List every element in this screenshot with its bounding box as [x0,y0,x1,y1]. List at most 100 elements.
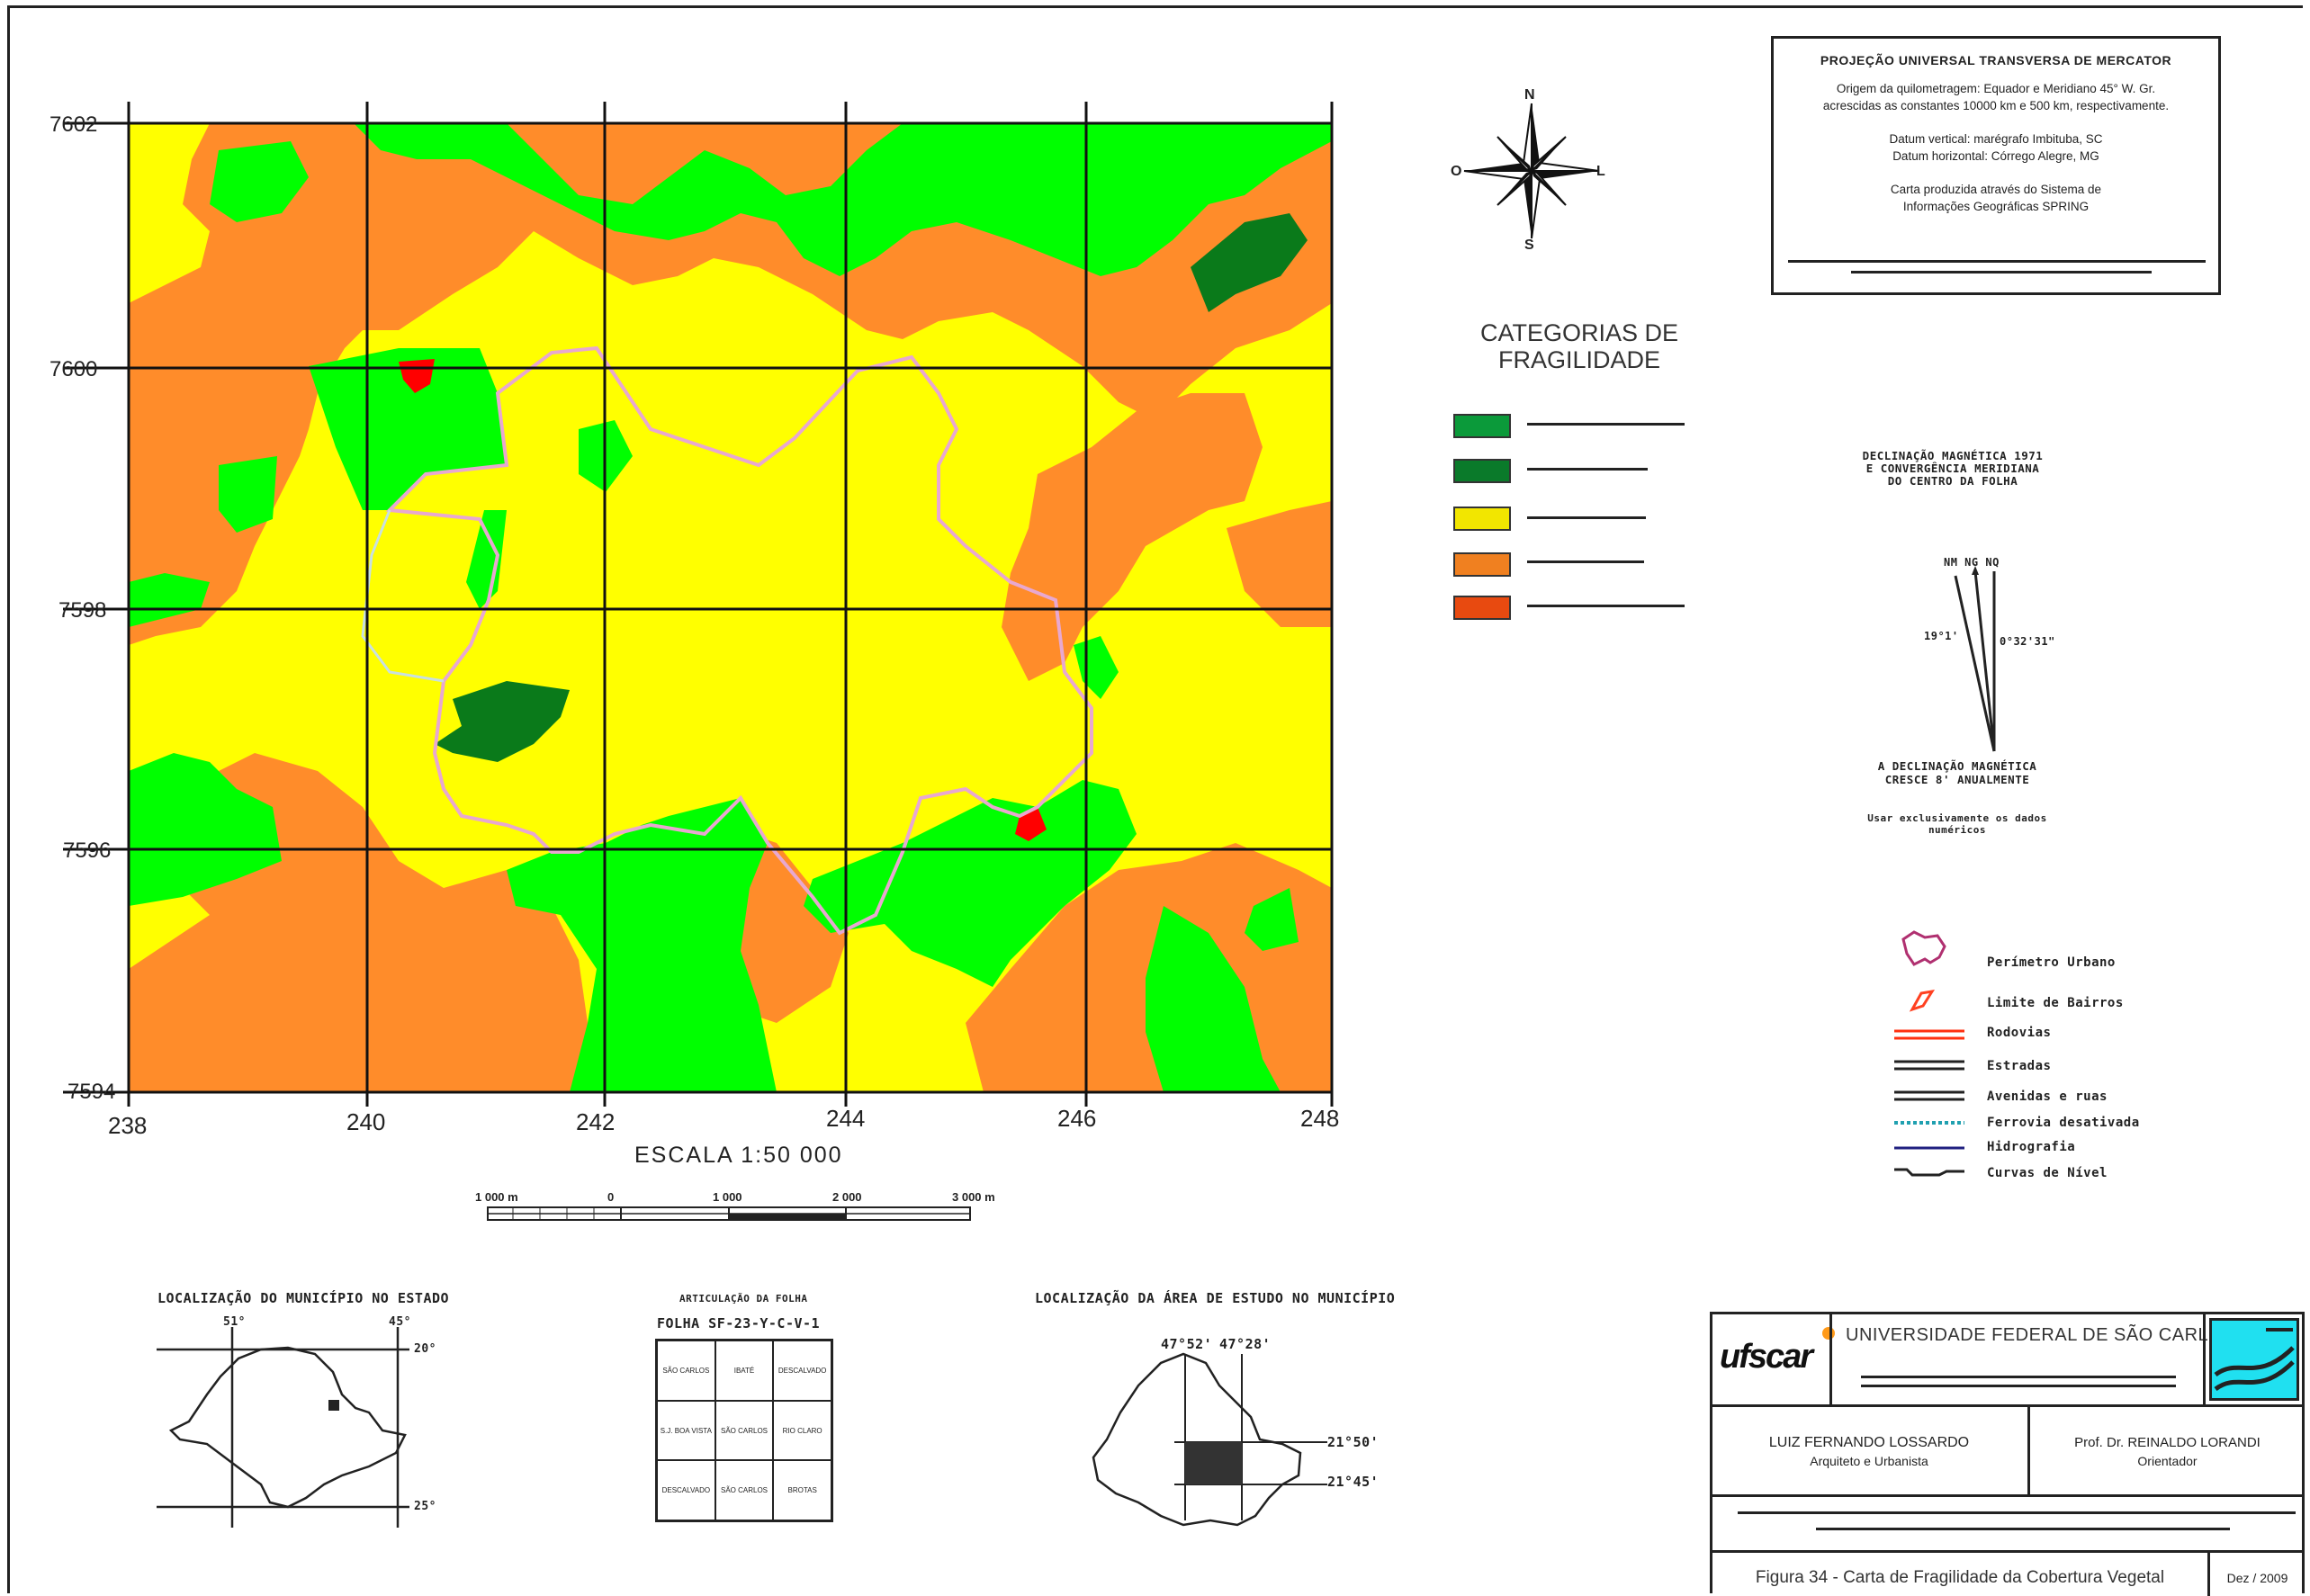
grid-label-x: 244 [826,1105,866,1132]
legend-line [1527,560,1644,563]
scale-tick: 0 [607,1190,615,1204]
high-veg-area-south-center [507,798,777,1092]
urban-perimeter-line [385,345,1093,936]
author-role: Arquiteto e Urbanista [1810,1454,1928,1468]
compass-west-label: O [1451,164,1462,179]
projection-info-box: PROJEÇÃO UNIVERSAL TRANSVERSA DE MERCATO… [1771,36,2221,295]
convention-avenues: Avenidas e ruas [1987,1089,2108,1104]
study-area-inset-map [1092,1352,1327,1527]
grid-label-y: 7602 [49,112,98,137]
state-inset-map [157,1327,409,1528]
main-map [63,102,1334,1107]
sheet-cell-current: SÃO CARLOS [715,1400,774,1461]
projection-constants: acrescidas as constantes 10000 km e 500 … [1822,99,2170,112]
sheet-cell: RIO CLARO [773,1400,831,1461]
sheet-inset-title: ARTICULAÇÃO DA FOLHA [679,1293,808,1305]
scale-title: ESCALA 1:50 000 [634,1143,843,1168]
convention-roads: Estradas [1987,1059,2052,1073]
sheet-cell: DESCALVADO [773,1340,831,1401]
sheet-cell: DESCALVADO [657,1460,715,1520]
high-veg-area-mid2 [466,510,507,609]
author-name: LUIZ FERNANDO LOSSARDO [1768,1435,1970,1450]
projection-title: PROJEÇÃO UNIVERSAL TRANSVERSA DE MERCATO… [1820,53,2172,67]
grid-label-x: 238 [108,1112,148,1139]
high-veg-area-southeast-2 [1146,906,1281,1092]
sheet-cell: S.J. BOA VISTA [657,1400,715,1461]
categories-title: CATEGORIAS DE FRAGILIDADE [1479,319,1679,373]
divider [1851,271,2152,273]
legend-line [1527,605,1685,607]
high-veg-area-southwest [129,753,282,906]
high-veg-area-east-small [1245,888,1299,951]
scale-tick: 3 000 m [952,1190,995,1204]
scale-tick: 1 000 [713,1190,742,1204]
advisor-name: Prof. Dr. REINALDO LORANDI [2074,1435,2261,1450]
legend-line [1527,423,1685,426]
title-block: ufscar UNIVERSIDADE FEDERAL DE SÃO CARLO… [1710,1312,2305,1596]
legend-swatch-medium [1453,507,1511,531]
declination-note: A DECLINAÇÃO MAGNÉTICA CRESCE 8' ANUALME… [1877,759,2037,786]
projection-origin: Origem da quilometragem: Equador e Merid… [1836,82,2156,95]
orange-area-far-east [1227,501,1332,627]
compass-north-label: N [1524,87,1535,103]
convention-urban-perimeter: Perímetro Urbano [1987,955,2116,970]
scale-tick: 2 000 [832,1190,862,1204]
legend-swatch-very-high [1453,596,1511,620]
area-lon-label: 47°52' [1161,1336,1213,1352]
legend-swatch-low [1453,459,1511,483]
declination-left-angle: 19°1' [1924,630,1959,642]
sheet-id: FOLHA SF-23-Y-C-V-1 [657,1315,821,1331]
state-outline [168,1346,407,1509]
convention-highways: Rodovias [1987,1026,2052,1040]
area-inset-title: LOCALIZAÇÃO DA ÁREA DE ESTUDO NO MUNICÍP… [1035,1290,1396,1306]
convention-railway: Ferrovia desativada [1987,1116,2140,1130]
forest-area-center-west [435,681,570,762]
state-inset-title: LOCALIZAÇÃO DO MUNICÍPIO NO ESTADO [157,1290,450,1306]
convention-hydrography: Hidrografia [1987,1140,2076,1154]
legend-line [1527,516,1646,519]
grid-label-x: 242 [576,1108,616,1135]
compass-rose-icon [1463,103,1600,239]
scale-bar [487,1206,971,1221]
high-veg-area-southeast [804,780,1137,987]
figure-title: Figura 34 - Carta de Fragilidade da Cobe… [1755,1568,2165,1587]
department-logo-icon [2209,1318,2299,1401]
sheet-articulation-grid: SÃO CARLOS IBATÉ DESCALVADO S.J. BOA VIS… [655,1339,833,1522]
state-lat-label: 20° [414,1342,436,1356]
area-lat-label: 21°50' [1327,1434,1380,1450]
map-grid [63,102,1334,1107]
state-lat-label: 25° [414,1500,436,1513]
grid-label-y: 7596 [63,838,112,863]
high-veg-area-northwest [210,141,309,222]
conventions-symbols [1894,930,1964,1177]
compass-south-label: S [1524,238,1534,253]
sheet-cell: BROTAS [773,1460,831,1520]
municipality-marker [328,1400,339,1411]
orange-area-top-middle [750,123,840,177]
district-limit-line [361,509,445,683]
sheet-cell: IBATÉ [715,1340,774,1401]
convention-contours: Curvas de Nível [1987,1166,2108,1180]
grid-label-y: 7598 [58,598,107,623]
figure-date: Dez / 2009 [2226,1571,2288,1585]
sheet-cell: SÃO CARLOS [715,1460,774,1520]
software-note: Carta produzida através do Sistema de [1890,183,2102,196]
grid-label-y: 7594 [67,1080,116,1104]
divider [1788,260,2206,263]
legend-swatch-very-low [1453,414,1511,438]
legend-swatch-high [1453,552,1511,577]
advisor-role: Orientador [2137,1454,2198,1468]
grid-label-x: 246 [1057,1105,1097,1132]
high-veg-area-west-band [129,573,210,627]
forest-area-northeast [1191,213,1308,312]
yellow-area-north-west [129,123,210,303]
orange-area-north [129,123,1332,645]
area-lat-label: 21°45' [1327,1474,1380,1490]
declination-usage-note: Usar exclusivamente os dados numéricos [1867,812,2047,836]
sheet-cell: SÃO CARLOS [657,1340,715,1401]
urban-perimeter-icon [1901,930,1946,966]
scale-tick: 1 000 m [475,1190,518,1204]
convention-district-limit: Limite de Bairros [1987,996,2124,1010]
declination-right-angle: 0°32'31" [2000,635,2055,648]
datum-vertical: Datum vertical: marégrafo Imbituba, SC [1889,132,2103,146]
